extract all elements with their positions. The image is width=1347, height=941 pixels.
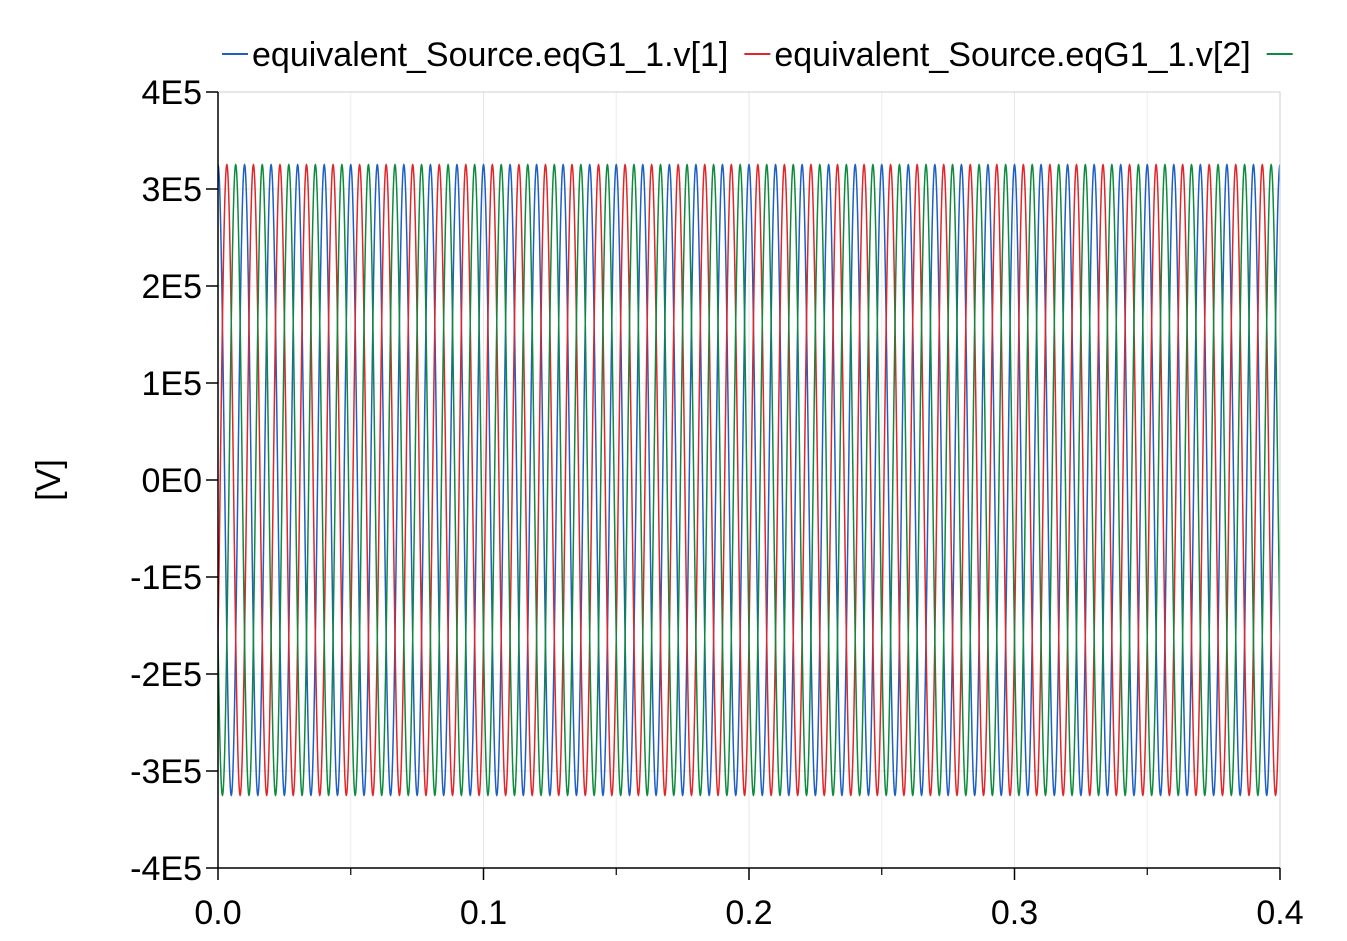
- x-tick-label: 0.4: [1256, 894, 1303, 932]
- legend-label: equivalent_Source.eqG1_1.v[2]: [774, 36, 1250, 74]
- series-lines: [218, 163, 1280, 797]
- y-tick-label: 3E5: [142, 171, 203, 209]
- legend: equivalent_Source.eqG1_1.v[1] equivalent_…: [222, 36, 1293, 74]
- legend-label: equivalent_Source.eqG1_1.v[1]: [252, 36, 728, 74]
- y-tick-label: 2E5: [142, 268, 203, 306]
- y-tick-label: 1E5: [142, 365, 203, 403]
- y-tick-label: -4E5: [130, 850, 202, 888]
- x-tick-label: 0.1: [460, 894, 507, 932]
- y-tick-label: -2E5: [130, 656, 202, 694]
- y-axis-ticks: 4E5 3E5 2E5 1E5 0E0 -1E5 -2E5 -3E5 -4E5: [130, 74, 218, 888]
- x-axis-ticks: 0.0 0.1 0.2 0.3 0.4: [194, 868, 1304, 932]
- y-axis-label: [V]: [30, 459, 68, 501]
- x-tick-label: 0.2: [725, 894, 772, 932]
- x-tick-label: 0.0: [194, 894, 241, 932]
- y-tick-label: -1E5: [130, 559, 202, 597]
- y-tick-label: -3E5: [130, 753, 202, 791]
- y-tick-label: 0E0: [142, 462, 203, 500]
- x-tick-label: 0.3: [991, 894, 1038, 932]
- y-tick-label: 4E5: [142, 74, 203, 112]
- grid-lines: [217, 91, 1281, 869]
- series-line-3: [218, 163, 1280, 797]
